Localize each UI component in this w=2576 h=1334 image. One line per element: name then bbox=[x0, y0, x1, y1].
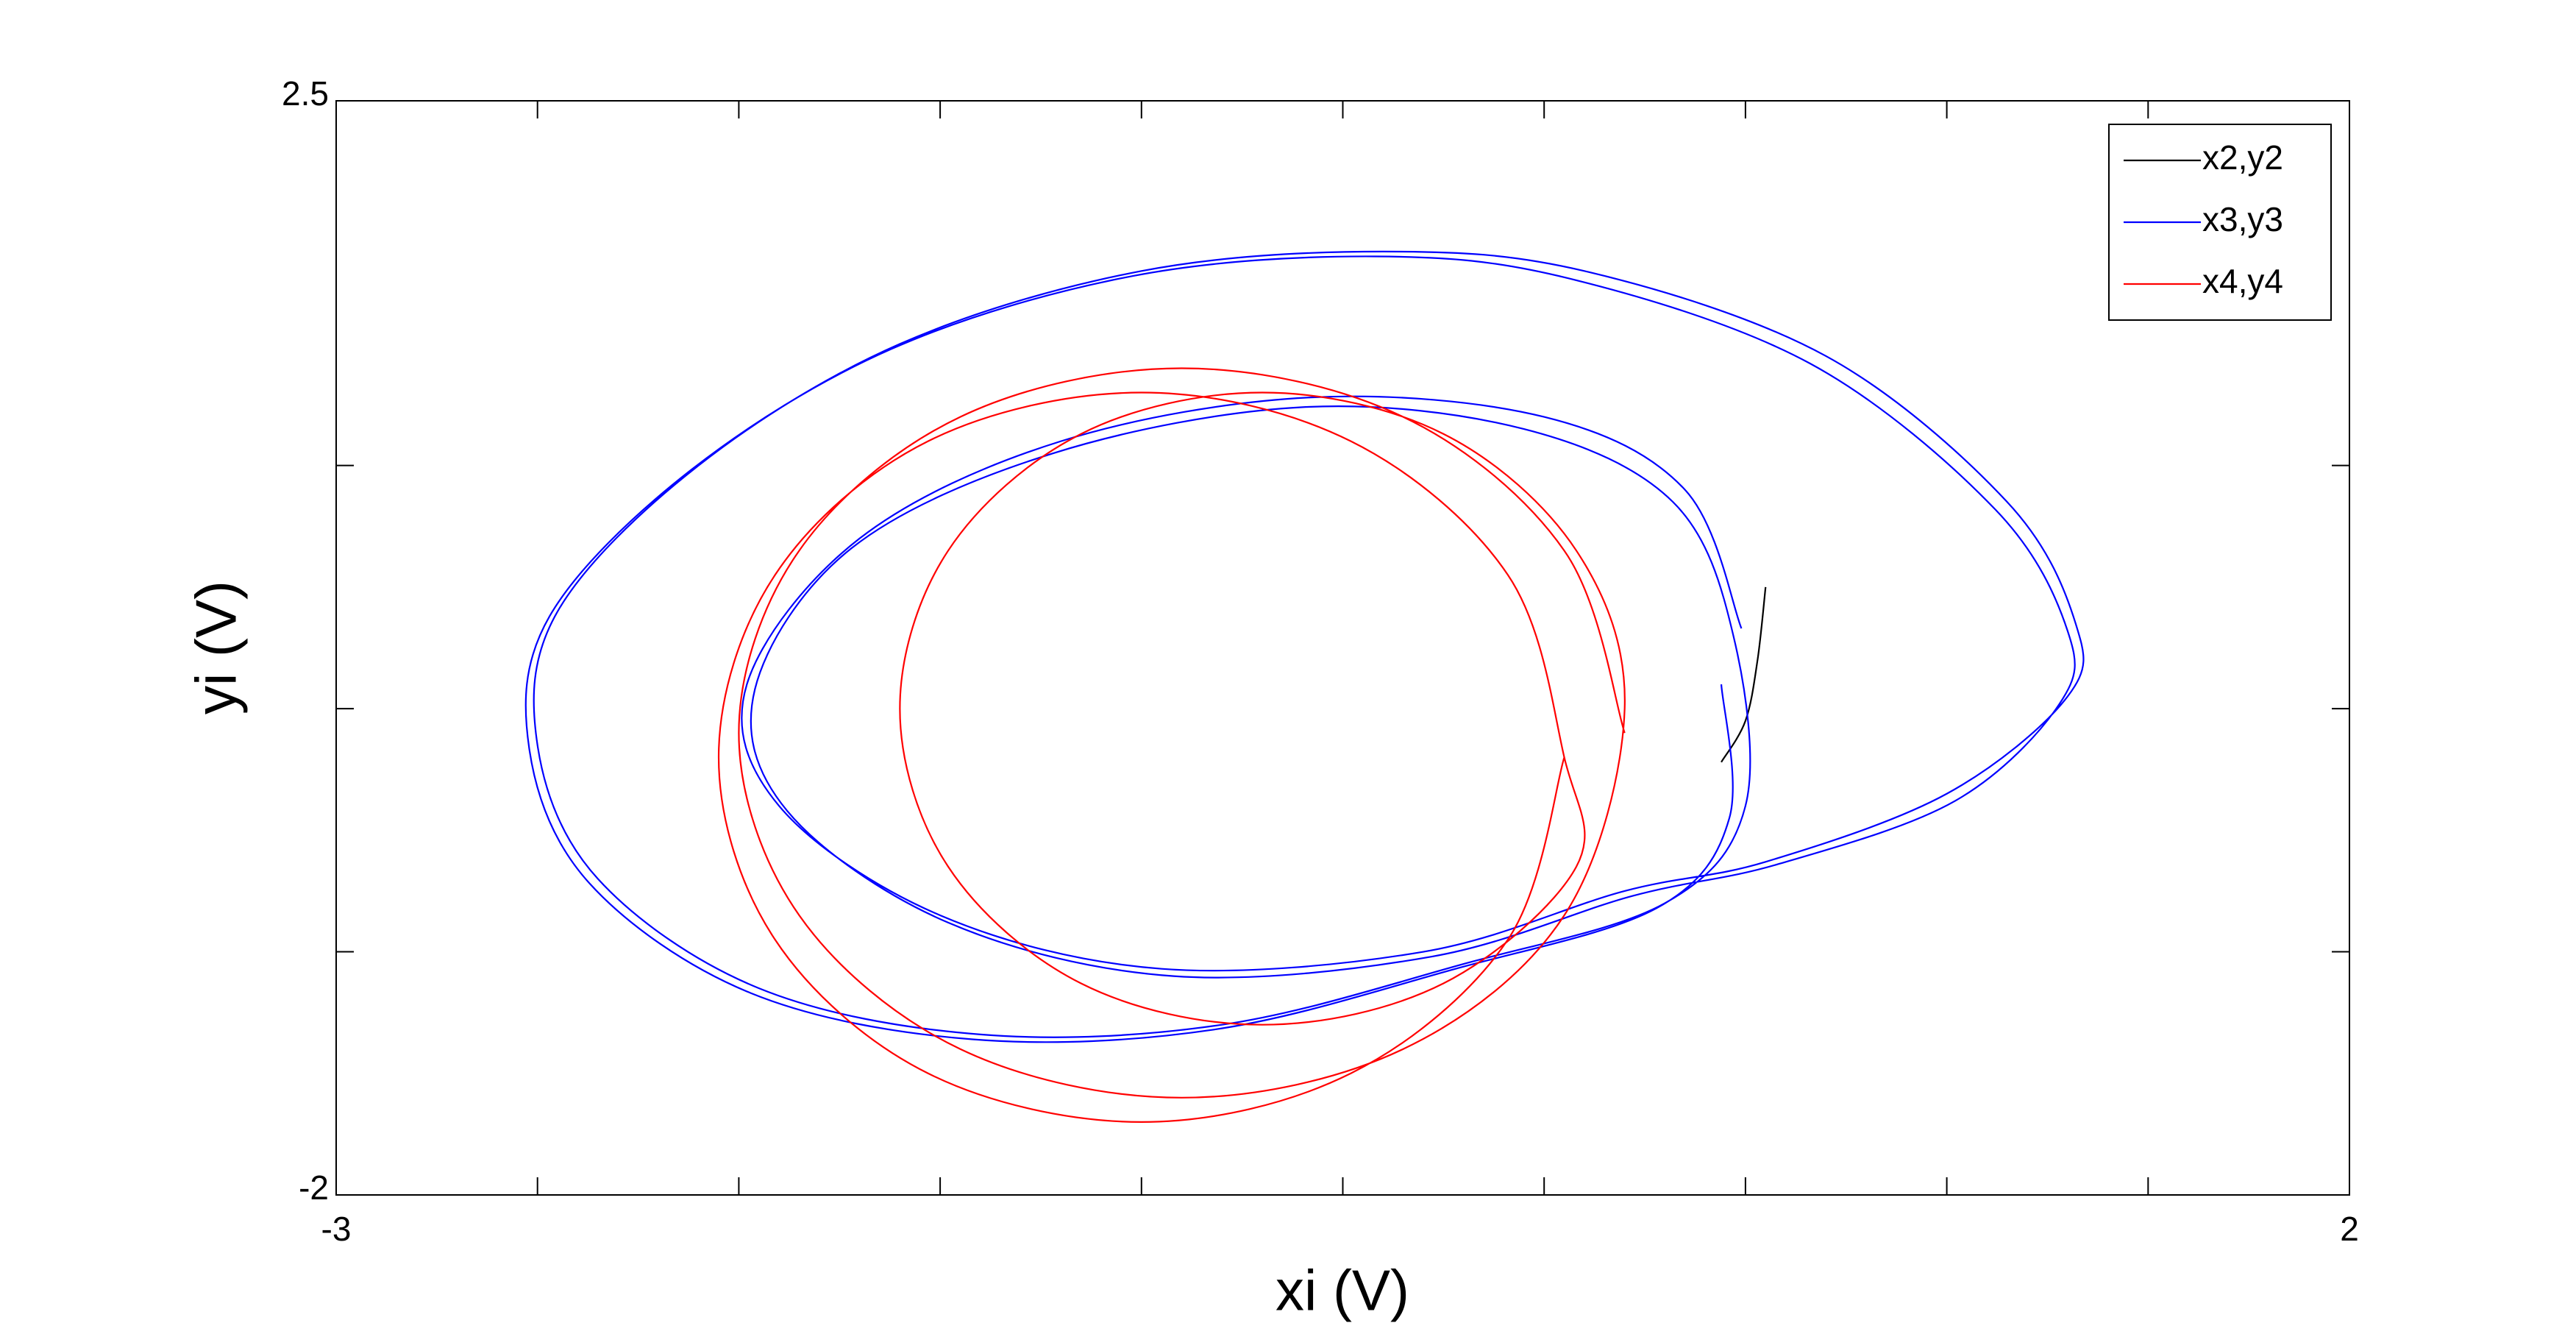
x-axis-label: xi (V) bbox=[1275, 1258, 1409, 1323]
legend-label: x4,y4 bbox=[2202, 262, 2283, 300]
x-tick-label: -3 bbox=[321, 1210, 352, 1248]
y-axis-label: yi (V) bbox=[184, 581, 249, 714]
y-tick-label: -2 bbox=[299, 1168, 329, 1207]
data-line bbox=[1721, 586, 1767, 763]
x-tick-label: 2 bbox=[2340, 1210, 2359, 1248]
plot-frame bbox=[335, 100, 2350, 1196]
legend-label: x2,y2 bbox=[2202, 138, 2283, 177]
data-line bbox=[717, 367, 1626, 1123]
y-tick-label: 2.5 bbox=[282, 74, 329, 113]
legend-label: x3,y3 bbox=[2202, 200, 2283, 238]
